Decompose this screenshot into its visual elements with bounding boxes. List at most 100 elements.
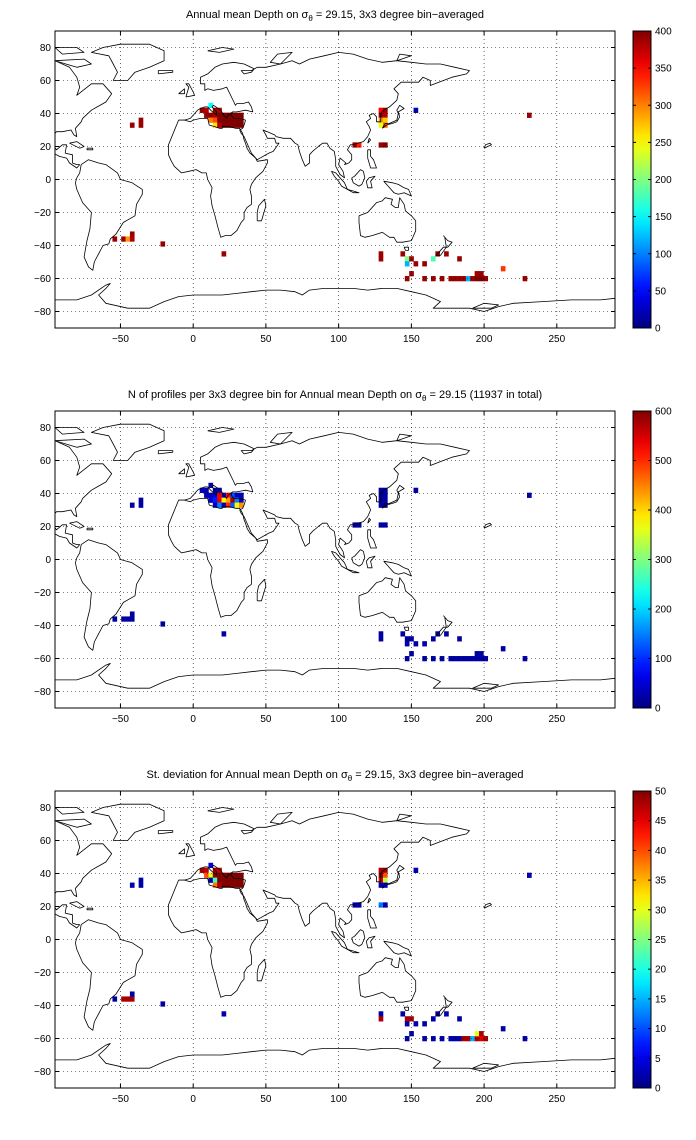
- colorbar-tick-label: 50: [655, 286, 667, 297]
- heatmap-cell: [212, 492, 218, 498]
- colorbar-tick-label: 25: [655, 935, 667, 946]
- colorbar-tick-label: 45: [655, 816, 667, 827]
- heatmap-cell: [448, 1036, 454, 1042]
- heatmap-cell: [230, 502, 235, 508]
- x-tick-label: −50: [112, 1094, 129, 1105]
- heatmap-cell: [234, 122, 240, 128]
- coastline: [365, 555, 376, 569]
- heatmap-cell: [221, 631, 227, 637]
- x-tick-label: 250: [548, 1094, 565, 1105]
- colorbar-tick-label: 10: [655, 1024, 667, 1035]
- coastline: [26, 59, 48, 64]
- heatmap-cell: [479, 1036, 484, 1042]
- heatmap-cell: [138, 117, 144, 123]
- chart-title: St. deviation for Annual mean Depth on σ…: [147, 769, 524, 783]
- heatmap-cell: [356, 902, 362, 908]
- heatmap-cell: [378, 502, 384, 508]
- heatmap-cell: [208, 872, 214, 878]
- coastline: [86, 907, 94, 911]
- heatmap-cell: [383, 902, 388, 908]
- heatmap-cell: [239, 882, 244, 888]
- coastline: [367, 897, 371, 904]
- heatmap-cell: [413, 487, 419, 493]
- coastline: [483, 902, 492, 909]
- heatmap-cell: [212, 872, 218, 878]
- coastline: [55, 440, 113, 549]
- heatmap-cell: [483, 656, 489, 662]
- coastline: [367, 529, 377, 549]
- x-tick-label: 250: [548, 714, 565, 725]
- coastline: [435, 235, 453, 256]
- coastline: [157, 70, 174, 75]
- heatmap-cell: [404, 261, 410, 267]
- heatmap-cell: [378, 1016, 384, 1022]
- heatmap-cell: [383, 492, 388, 498]
- heatmap-cell: [217, 872, 222, 878]
- y-tick-label: −20: [34, 588, 51, 599]
- heatmap-cell: [409, 651, 414, 657]
- heatmap-cell: [221, 882, 227, 888]
- coastline: [55, 820, 113, 929]
- colorbar-tick-label: 100: [655, 249, 672, 260]
- coastline: [26, 439, 48, 444]
- x-tick-label: 200: [476, 334, 493, 345]
- heatmap-cell: [383, 867, 388, 873]
- heatmap-cell: [125, 236, 131, 242]
- heatmap-cell: [457, 1016, 462, 1022]
- heatmap-cell: [160, 1001, 166, 1007]
- heatmap-cell: [431, 1016, 436, 1022]
- heatmap-cell: [404, 1021, 410, 1027]
- y-tick-label: 20: [40, 142, 52, 153]
- heatmap-cell: [527, 872, 532, 878]
- heatmap-cell: [112, 616, 118, 622]
- heatmap-cell: [217, 492, 222, 498]
- heatmap-cell: [112, 236, 118, 242]
- heatmap-cell: [217, 117, 222, 123]
- heatmap-cell: [457, 256, 462, 262]
- x-tick-label: 0: [190, 714, 196, 725]
- depth-map-panel: Annual mean Depth on σθ = 29.15, 3x3 deg…: [26, 9, 672, 345]
- heatmap-cell: [400, 631, 406, 637]
- heatmap-cell: [474, 656, 480, 662]
- coastline: [178, 468, 185, 475]
- y-tick-label: 0: [45, 555, 51, 566]
- heatmap-cell: [431, 256, 436, 262]
- y-tick-label: −20: [34, 968, 51, 979]
- heatmap-cell: [212, 112, 218, 118]
- heatmap-cell: [522, 1036, 528, 1042]
- colorbar-tick-label: 500: [655, 456, 672, 467]
- heatmap-cell: [125, 616, 131, 622]
- heatmap-cell: [404, 256, 410, 262]
- heatmap-cell: [208, 862, 214, 869]
- y-tick-label: −80: [34, 687, 51, 698]
- coastline: [435, 615, 453, 636]
- heatmap-cell: [378, 487, 384, 493]
- coastline: [168, 498, 268, 618]
- heatmap-cell: [383, 487, 388, 493]
- coastline: [55, 807, 85, 815]
- heatmap-cell: [129, 611, 135, 617]
- heatmap-cell: [378, 902, 384, 908]
- heatmap-cell: [221, 251, 227, 257]
- x-tick-label: −50: [112, 714, 129, 725]
- heatmap-cell: [383, 877, 388, 883]
- colorbar-tick-label: 400: [655, 506, 672, 517]
- coastline: [472, 1062, 499, 1069]
- heatmap-cell: [234, 877, 240, 883]
- heatmap-cell: [470, 276, 475, 282]
- y-tick-label: −20: [34, 208, 51, 219]
- coastline: [483, 522, 492, 529]
- y-tick-label: −40: [34, 621, 51, 632]
- heatmap-cell: [230, 492, 235, 498]
- coastline: [381, 104, 405, 129]
- coastline: [351, 929, 366, 947]
- heatmap-cell: [129, 991, 135, 997]
- heatmap-cell: [239, 502, 244, 508]
- heatmap-cell: [234, 497, 240, 503]
- coastline: [55, 427, 85, 435]
- x-tick-label: 50: [260, 1094, 272, 1105]
- heatmap-cell: [479, 271, 484, 277]
- heatmap-cell: [208, 497, 214, 503]
- coastline: [367, 149, 377, 169]
- heatmap-cell: [422, 1036, 427, 1042]
